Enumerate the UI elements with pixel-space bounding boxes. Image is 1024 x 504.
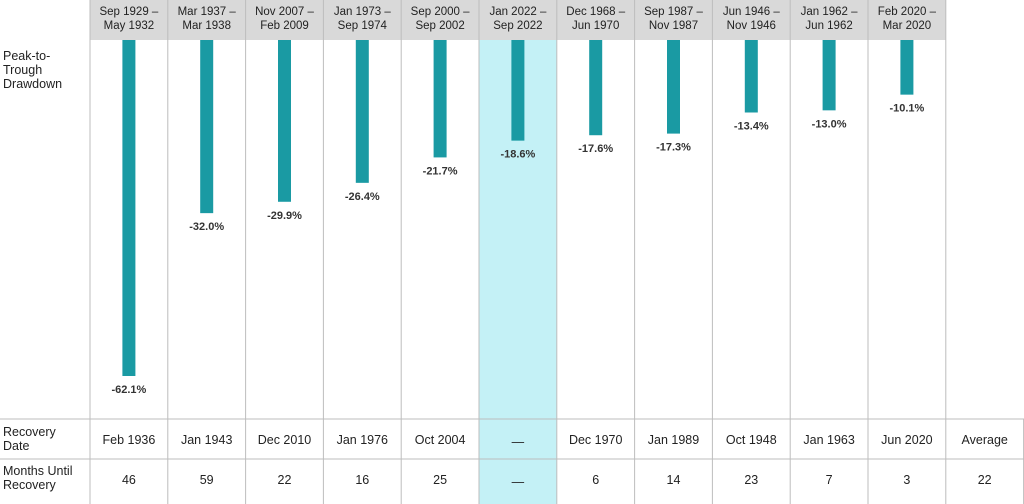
period-label: Jun 1946 –	[723, 6, 781, 18]
period-label: Nov 1987	[649, 20, 698, 32]
bar-value-label: -32.0%	[189, 221, 224, 233]
recovery-date-cell: Oct 1948	[726, 433, 777, 447]
period-label: Jun 1962	[805, 20, 852, 32]
recovery-date-cell: Jan 1963	[803, 433, 854, 447]
period-label: Jan 2022 –	[489, 6, 547, 18]
bar-value-label: -62.1%	[111, 384, 146, 396]
bar-value-label: -21.7%	[423, 165, 458, 177]
recovery-date-cell: Feb 1936	[102, 433, 155, 447]
drawdown-bar	[822, 40, 836, 111]
drawdown-bar	[511, 40, 525, 141]
period-label: Mar 1938	[182, 20, 231, 32]
period-label: Nov 2007 –	[255, 6, 314, 18]
header-cell	[245, 0, 324, 40]
drawdown-bar	[200, 40, 214, 214]
drawdown-bar	[278, 40, 291, 202]
row-label-recovery-date: Date	[3, 439, 29, 453]
row-label-drawdown: Trough	[3, 63, 42, 77]
drawdown-bar	[122, 40, 136, 376]
header-cell	[868, 0, 946, 40]
months-cell: 46	[122, 473, 136, 487]
bar-value-label: -29.9%	[267, 210, 302, 222]
drawdown-bar	[355, 40, 369, 183]
header-cell	[479, 0, 557, 40]
recovery-date-cell: Jun 2020	[881, 433, 932, 447]
header-cell	[634, 0, 713, 40]
row-label-recovery-date: Recovery	[3, 425, 57, 439]
row-label-months: Months Until	[3, 464, 72, 478]
bar-value-label: -13.0%	[812, 118, 847, 130]
row-label-drawdown: Drawdown	[3, 77, 62, 91]
months-cell: 23	[744, 473, 758, 487]
months-cell: 25	[433, 473, 447, 487]
row-label-drawdown: Peak-to-	[3, 49, 50, 63]
recovery-date-cell: Jan 1989	[648, 433, 699, 447]
period-label: Feb 2020 –	[878, 6, 937, 18]
period-label: Jan 1973 –	[334, 6, 392, 18]
months-cell: 16	[355, 473, 369, 487]
period-label: Sep 2002	[415, 20, 464, 32]
period-label: Feb 2009	[260, 20, 309, 32]
recovery-date-cell: Dec 1970	[569, 433, 623, 447]
drawdown-bar	[667, 40, 680, 134]
header-cell	[90, 0, 168, 40]
months-cell: 59	[200, 473, 214, 487]
months-cell: 3	[903, 473, 910, 487]
recovery-date-cell: Dec 2010	[258, 433, 312, 447]
row-label-months: Recovery	[3, 478, 57, 492]
header-cell	[401, 0, 479, 40]
months-cell: 6	[592, 473, 599, 487]
recovery-date-cell: Jan 1943	[181, 433, 232, 447]
drawdown-bar	[433, 40, 447, 158]
period-label: Jan 1962 –	[801, 6, 859, 18]
period-label: Sep 1974	[338, 20, 388, 32]
period-label: May 1932	[104, 20, 155, 32]
bar-value-label: -13.4%	[734, 121, 769, 133]
header-cell	[167, 0, 246, 40]
recovery-date-cell: Average	[962, 433, 1008, 447]
bar-value-label: -17.6%	[578, 143, 613, 155]
drawdown-bar	[744, 40, 758, 113]
months-cell: 14	[667, 473, 681, 487]
bar-value-label: -18.6%	[500, 149, 535, 161]
recovery-date-cell: Jan 1976	[337, 433, 388, 447]
months-cell: 22	[278, 473, 292, 487]
header-cell	[323, 0, 402, 40]
period-label: Jun 1970	[572, 20, 619, 32]
months-cell: 22	[978, 473, 992, 487]
period-label: Sep 1929 –	[99, 6, 158, 18]
recovery-date-cell: —	[512, 435, 525, 449]
period-label: Dec 1968 –	[566, 6, 625, 18]
bar-value-label: -17.3%	[656, 142, 691, 154]
period-label: Mar 1937 –	[178, 6, 237, 18]
header-cell	[790, 0, 868, 40]
drawdown-bar	[589, 40, 603, 136]
recovery-date-cell: Oct 2004	[415, 433, 466, 447]
bar-value-label: -26.4%	[345, 191, 380, 203]
period-label: Sep 1987 –	[644, 6, 703, 18]
header-cell	[712, 0, 791, 40]
header-cell	[556, 0, 635, 40]
drawdown-bar	[900, 40, 914, 95]
period-label: Nov 1946	[727, 20, 776, 32]
period-label: Sep 2000 –	[411, 6, 470, 18]
months-cell: 7	[826, 473, 833, 487]
period-label: Mar 2020	[883, 20, 932, 32]
period-label: Sep 2022	[493, 20, 542, 32]
bar-value-label: -10.1%	[889, 103, 924, 115]
months-cell: —	[512, 475, 525, 489]
